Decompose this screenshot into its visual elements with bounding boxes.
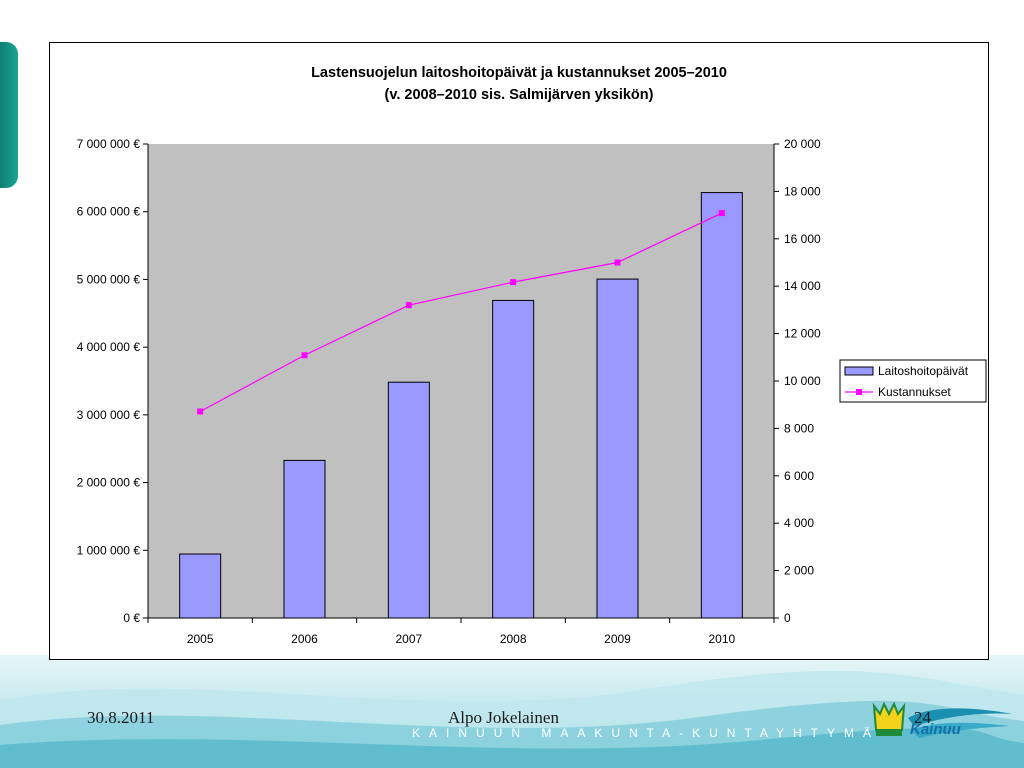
cost-line xyxy=(199,212,723,412)
left-tick-label: 7 000 000 € xyxy=(77,137,141,151)
bar-2010 xyxy=(700,192,743,619)
right-tick-label: 6 000 xyxy=(784,469,814,483)
legend-bar-swatch xyxy=(844,366,874,376)
bar-2007 xyxy=(387,381,430,619)
x-tick-label: 2007 xyxy=(395,632,422,646)
right-tick-label: 12 000 xyxy=(784,327,821,341)
cost-point-2007 xyxy=(405,302,412,309)
left-tick-label: 6 000 000 € xyxy=(77,205,141,219)
chart-subtitle: (v. 2008–2010 sis. Salmijärven yksikön) xyxy=(385,87,654,103)
logo-wordmark: Kainuu xyxy=(910,721,961,738)
x-tick-label: 2006 xyxy=(291,632,318,646)
cost-point-2006 xyxy=(301,352,308,359)
right-tick-label: 14 000 xyxy=(784,279,821,293)
left-tick-label: 1 000 000 € xyxy=(77,543,141,557)
x-tick-label: 2009 xyxy=(604,632,631,646)
cost-point-2005 xyxy=(197,408,204,415)
left-tick-label: 3 000 000 € xyxy=(77,408,141,422)
left-accent-tab xyxy=(0,42,18,188)
chart-title: Lastensuojelun laitoshoitopäivät ja kust… xyxy=(311,65,727,81)
legend-line-marker xyxy=(856,389,862,395)
plot-area xyxy=(148,144,774,618)
right-tick-label: 2 000 xyxy=(784,564,814,578)
legend-label-bars: Laitoshoitopäivät xyxy=(878,364,969,378)
right-tick-label: 4 000 xyxy=(784,516,814,530)
bar-2005 xyxy=(179,553,222,619)
organization-name: KAINUUN MAAKUNTA-KUNTAYHTYMÄ xyxy=(412,726,881,740)
cost-point-2009 xyxy=(614,259,621,266)
bar-2008 xyxy=(492,299,535,619)
bar-2009 xyxy=(596,278,639,619)
chart-frame: Lastensuojelun laitoshoitopäivät ja kust… xyxy=(49,42,989,660)
footer-date: 30.8.2011 xyxy=(87,708,155,727)
cost-point-2010 xyxy=(718,210,725,217)
x-tick-label: 2008 xyxy=(500,632,527,646)
right-tick-label: 8 000 xyxy=(784,421,814,435)
footer-wave-background xyxy=(0,655,1024,768)
left-tick-label: 0 € xyxy=(123,611,140,625)
cost-point-2008 xyxy=(510,279,517,286)
bar-2006 xyxy=(283,459,326,619)
legend-label-line: Kustannukset xyxy=(878,385,951,399)
footer-author: Alpo Jokelainen xyxy=(448,708,559,727)
left-tick-label: 5 000 000 € xyxy=(77,272,141,286)
x-tick-label: 2010 xyxy=(708,632,735,646)
right-tick-label: 10 000 xyxy=(784,374,821,388)
right-tick-label: 16 000 xyxy=(784,232,821,246)
kainuu-logo: Kainuu xyxy=(872,701,1012,738)
footer-page-number: 24 xyxy=(914,708,931,727)
combo-chart: Lastensuojelun laitoshoitopäivät ja kust… xyxy=(77,65,987,646)
left-tick-label: 4 000 000 € xyxy=(77,340,141,354)
left-tick-label: 2 000 000 € xyxy=(77,476,141,490)
right-tick-label: 18 000 xyxy=(784,184,821,198)
x-tick-label: 2005 xyxy=(187,632,214,646)
right-tick-label: 0 xyxy=(784,611,791,625)
right-tick-label: 20 000 xyxy=(784,137,821,151)
